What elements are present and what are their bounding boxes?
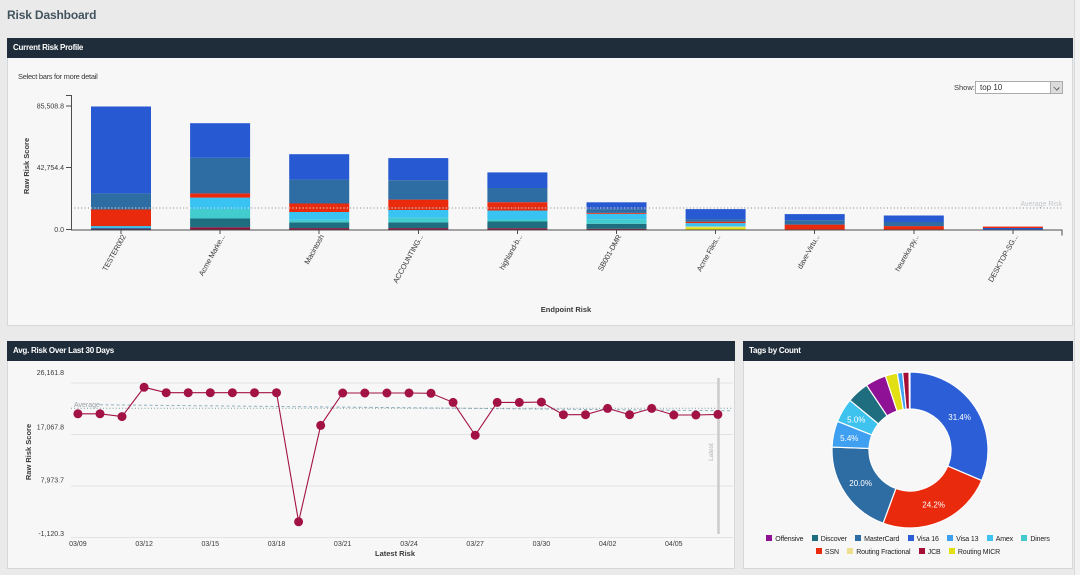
svg-text:20.0%: 20.0%	[849, 479, 872, 488]
svg-text:03/24: 03/24	[400, 541, 418, 548]
svg-text:7,973.7: 7,973.7	[41, 478, 64, 485]
svg-text:24.2%: 24.2%	[922, 501, 945, 510]
svg-text:03/30: 03/30	[533, 541, 551, 548]
svg-text:03/21: 03/21	[334, 541, 352, 548]
svg-text:03/12: 03/12	[135, 541, 153, 548]
svg-text:85,508.8: 85,508.8	[37, 104, 64, 111]
svg-text:-1,120.3: -1,120.3	[38, 531, 64, 538]
svg-text:highland-b...: highland-b...	[498, 233, 525, 271]
svg-text:Latest: Latest	[708, 443, 715, 461]
svg-text:04/02: 04/02	[599, 541, 617, 548]
svg-text:dave-Virtu...: dave-Virtu...	[795, 233, 821, 270]
svg-text:Raw Risk Score: Raw Risk Score	[22, 138, 31, 194]
svg-text:31.4%: 31.4%	[948, 413, 971, 422]
svg-text:DESKTOP-SG...: DESKTOP-SG...	[986, 233, 1019, 284]
svg-text:Acme Files...: Acme Files...	[695, 233, 723, 273]
svg-text:Average Risk: Average Risk	[1020, 201, 1062, 208]
svg-text:heureka-py...: heureka-py...	[893, 233, 921, 273]
svg-text:Endpoint Risk: Endpoint Risk	[541, 305, 592, 314]
svg-text:03/09: 03/09	[69, 541, 87, 548]
svg-text:0.0: 0.0	[54, 227, 64, 234]
svg-text:Latest Risk: Latest Risk	[375, 549, 416, 558]
svg-text:TESTER002: TESTER002	[100, 233, 127, 273]
svg-text:42,754.4: 42,754.4	[37, 165, 64, 172]
svg-text:Raw Risk Score: Raw Risk Score	[24, 424, 33, 480]
svg-text:Acme Marke...: Acme Marke...	[197, 233, 227, 277]
svg-text:5.4%: 5.4%	[840, 434, 858, 443]
svg-text:03/18: 03/18	[268, 541, 286, 548]
svg-text:17,067.8: 17,067.8	[37, 425, 64, 432]
svg-text:26,161.8: 26,161.8	[37, 370, 64, 377]
svg-text:Average: Average	[74, 402, 100, 409]
svg-text:SB001-DMR: SB001-DMR	[596, 232, 624, 272]
svg-text:03/27: 03/27	[466, 541, 484, 548]
svg-text:5.0%: 5.0%	[847, 416, 865, 425]
svg-text:ACCOUNTING...: ACCOUNTING...	[391, 233, 425, 285]
svg-text:03/15: 03/15	[202, 541, 220, 548]
svg-text:04/05: 04/05	[665, 541, 683, 548]
svg-text:Macintosh: Macintosh	[302, 233, 326, 266]
